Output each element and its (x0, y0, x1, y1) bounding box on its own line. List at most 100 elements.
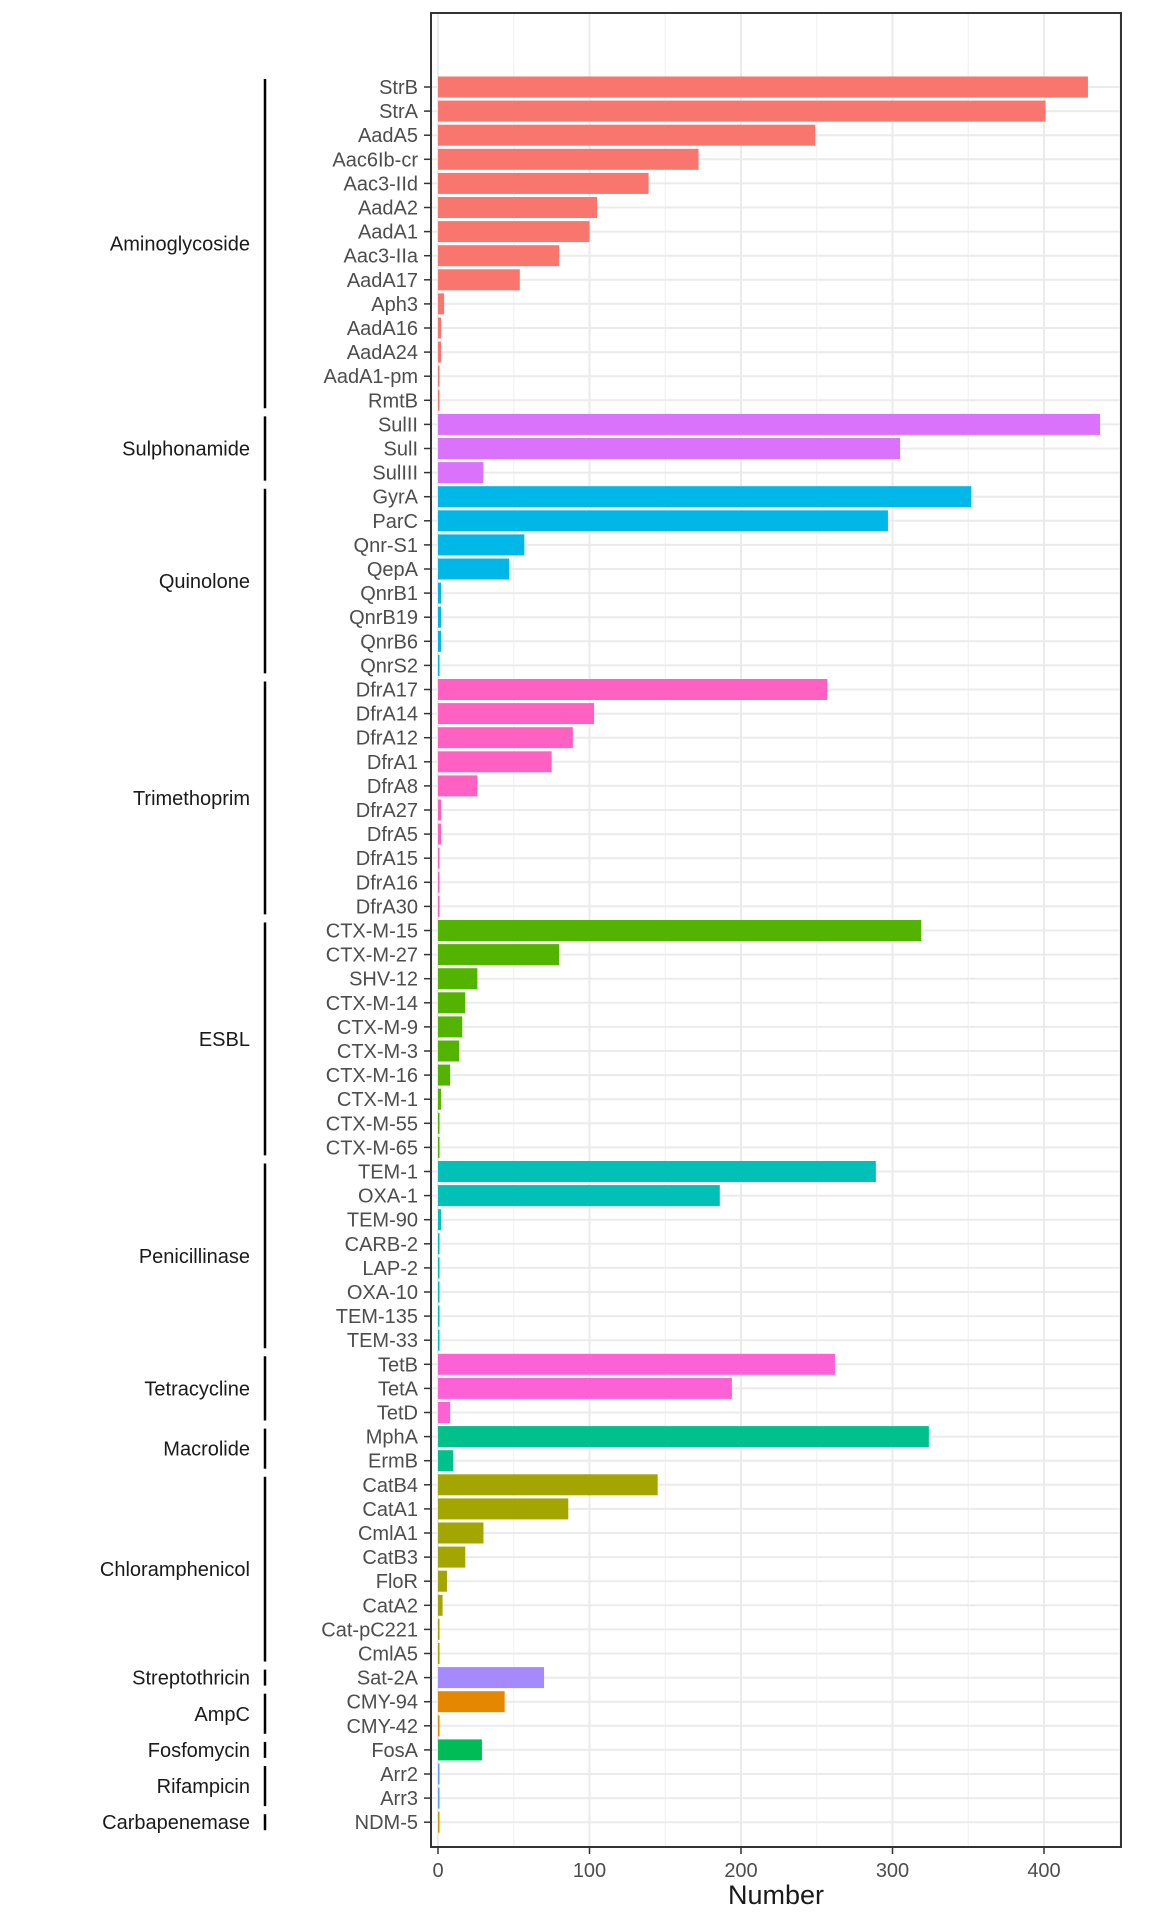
bar (438, 1329, 440, 1351)
y-tick-label: CmlA5 (358, 1644, 418, 1666)
x-tick-label: 0 (432, 1860, 443, 1882)
y-tick-label: CTX-M-65 (326, 1137, 418, 1159)
bar (438, 727, 573, 749)
bar (438, 1281, 440, 1303)
y-tick-label: QnrB19 (349, 607, 418, 629)
bar (438, 606, 442, 628)
bar (438, 823, 442, 845)
x-axis: 0 100 200 300 400 (432, 1847, 1061, 1882)
y-tick-label: CatA1 (362, 1499, 418, 1521)
bar (438, 124, 816, 146)
group-label: Chloramphenicol (100, 1559, 250, 1581)
y-tick-label: QnrB1 (360, 583, 418, 605)
y-tick-label: AadA16 (347, 318, 418, 340)
bar (438, 1136, 440, 1158)
y-tick-label: CTX-M-14 (326, 993, 418, 1015)
group-label: Sulphonamide (122, 439, 250, 461)
bar (438, 703, 595, 725)
y-tick-label: Aac3-IIa (344, 246, 419, 268)
y-tick-label: Aph3 (371, 294, 418, 316)
bar (438, 775, 478, 797)
y-tick-label: AadA5 (358, 125, 418, 147)
bar (438, 1763, 440, 1785)
bar (438, 1594, 443, 1616)
y-tick-label: GyrA (372, 487, 418, 509)
bar (438, 389, 440, 411)
y-tick-label: DfrA16 (356, 872, 418, 894)
x-tick-label: 200 (724, 1860, 757, 1882)
y-tick-label: Cat-pC221 (321, 1619, 418, 1641)
y-tick-label: ErmB (368, 1451, 418, 1473)
bar (438, 1088, 442, 1110)
x-axis-title: Number (728, 1880, 824, 1910)
bar (438, 944, 560, 966)
y-tick-label: TEM-1 (358, 1162, 418, 1184)
bar (438, 293, 445, 315)
y-tick-label: StrA (379, 101, 419, 123)
y-tick-label: DfrA15 (356, 848, 418, 870)
y-tick-label: CMY-42 (346, 1716, 418, 1738)
y-tick-label: AadA24 (347, 342, 418, 364)
bar (438, 486, 972, 508)
y-tick-label: CatB3 (362, 1547, 418, 1569)
group-label: Rifampicin (157, 1776, 250, 1798)
bar (438, 1016, 463, 1038)
group-label: ESBL (199, 1029, 250, 1051)
bar (438, 1426, 929, 1448)
bar (438, 1474, 658, 1496)
group-label: Carbapenemase (102, 1812, 250, 1834)
y-tick-label: AadA2 (358, 198, 418, 220)
bar (438, 1498, 569, 1520)
bar (438, 968, 478, 990)
bar (438, 558, 510, 580)
y-tick-label: AadA1 (358, 222, 418, 244)
bar (438, 1377, 732, 1399)
bar (438, 1715, 440, 1737)
bar (438, 1618, 440, 1640)
x-tick-label: 300 (876, 1860, 909, 1882)
y-tick-label: TEM-135 (336, 1306, 418, 1328)
bar (438, 1691, 505, 1713)
bar (438, 462, 484, 484)
bar (438, 1643, 440, 1664)
y-tick-label: OXA-1 (358, 1186, 418, 1208)
group-label: Streptothricin (132, 1668, 250, 1690)
bar (438, 1112, 440, 1134)
y-tick-label: TetB (378, 1354, 418, 1376)
y-tick-label: OXA-10 (347, 1282, 418, 1304)
bar (438, 1233, 440, 1255)
group-label: Macrolide (163, 1439, 250, 1461)
y-tick-label: SulIII (372, 463, 418, 485)
bar (438, 269, 520, 291)
y-tick-label: LAP-2 (362, 1258, 418, 1280)
y-tick-label: DfrA27 (356, 800, 418, 822)
bar (438, 317, 442, 339)
bar (438, 1402, 451, 1423)
y-tick-label: CatA2 (362, 1595, 418, 1617)
bar (438, 799, 442, 821)
bar (438, 76, 1088, 98)
group-label: AmpC (194, 1704, 250, 1726)
bar (438, 1353, 835, 1375)
bar (438, 1257, 440, 1279)
y-tick-label: NDM-5 (355, 1812, 418, 1834)
x-tick-label: 100 (573, 1860, 606, 1882)
bar (438, 365, 440, 387)
y-tick-label: Aac3-IId (344, 173, 418, 195)
bar (438, 100, 1046, 122)
bar (438, 1040, 460, 1062)
y-tick-label: Sat-2A (357, 1668, 419, 1690)
bar (438, 630, 442, 652)
y-tick-label: CTX-M-9 (337, 1017, 418, 1039)
y-tick-label: DfrA5 (367, 824, 418, 846)
bar (438, 172, 649, 194)
group-brackets: Aminoglycoside Sulphonamide Quinolone Trime… (100, 79, 267, 1834)
bar (438, 654, 440, 676)
group-label: Fosfomycin (148, 1740, 250, 1762)
bar (438, 1739, 482, 1761)
y-tick-label: SulII (378, 414, 418, 436)
y-tick-label: Aac6Ib-cr (332, 149, 418, 171)
y-tick-label: DfrA12 (356, 728, 418, 750)
y-tick-label: AadA17 (347, 270, 418, 292)
